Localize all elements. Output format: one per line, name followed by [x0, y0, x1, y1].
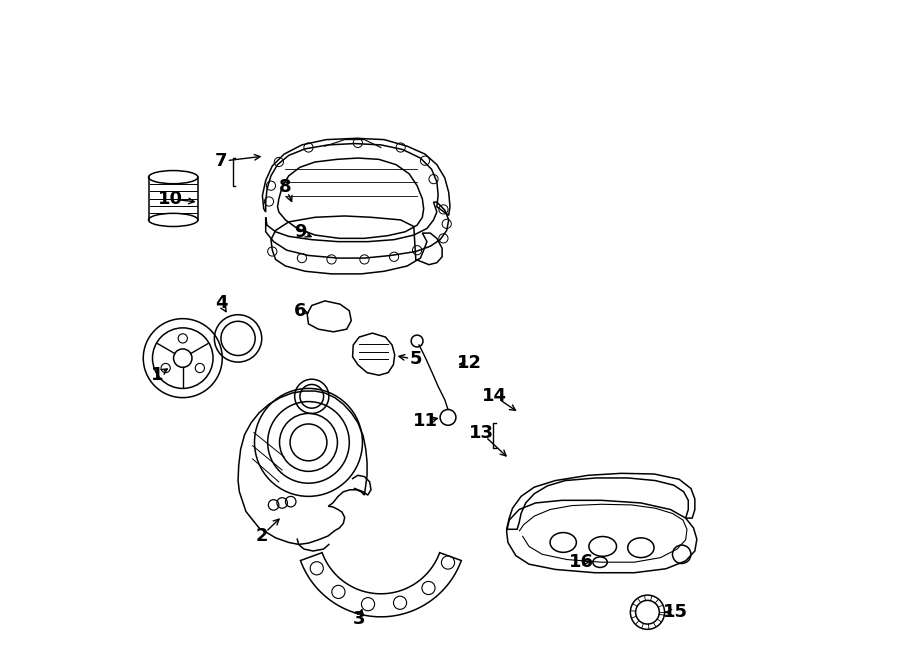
Text: 5: 5	[410, 350, 422, 368]
Text: 15: 15	[662, 603, 688, 621]
Text: 13: 13	[469, 424, 494, 442]
Text: 11: 11	[412, 412, 437, 430]
Text: 10: 10	[158, 190, 183, 208]
Text: 6: 6	[293, 302, 306, 320]
Text: 1: 1	[151, 366, 163, 384]
Text: 14: 14	[482, 387, 508, 405]
Text: 2: 2	[256, 527, 268, 545]
Text: 9: 9	[293, 223, 306, 241]
Text: 12: 12	[457, 354, 482, 372]
Text: 4: 4	[215, 294, 227, 312]
Text: 3: 3	[353, 610, 365, 628]
Text: 8: 8	[279, 178, 292, 196]
Text: 7: 7	[215, 152, 227, 171]
Text: 16: 16	[569, 553, 594, 571]
